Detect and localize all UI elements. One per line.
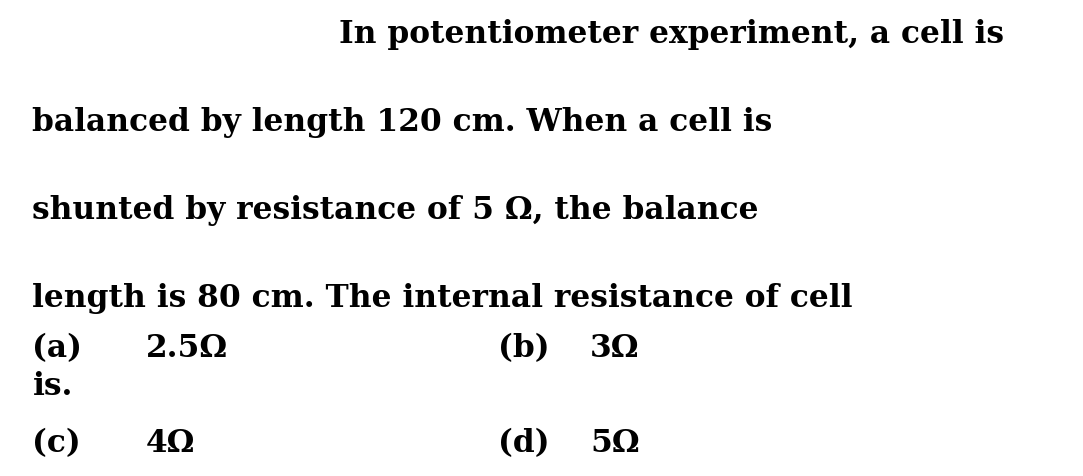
Text: (b): (b) [498, 333, 550, 364]
Text: is.: is. [32, 371, 73, 402]
Text: length is 80 cm. The internal resistance of cell: length is 80 cm. The internal resistance… [32, 283, 853, 314]
Text: (d): (d) [498, 428, 550, 459]
Text: 4Ω: 4Ω [146, 428, 196, 459]
Text: balanced by length 120 cm. When a cell is: balanced by length 120 cm. When a cell i… [32, 107, 773, 138]
Text: shunted by resistance of 5 Ω, the balance: shunted by resistance of 5 Ω, the balanc… [32, 195, 759, 226]
Text: In potentiometer experiment, a cell is: In potentiometer experiment, a cell is [339, 19, 1004, 50]
Text: 5Ω: 5Ω [590, 428, 640, 459]
Text: (c): (c) [32, 428, 81, 459]
Text: (a): (a) [32, 333, 82, 364]
Text: 2.5Ω: 2.5Ω [146, 333, 229, 364]
Text: 3Ω: 3Ω [590, 333, 640, 364]
